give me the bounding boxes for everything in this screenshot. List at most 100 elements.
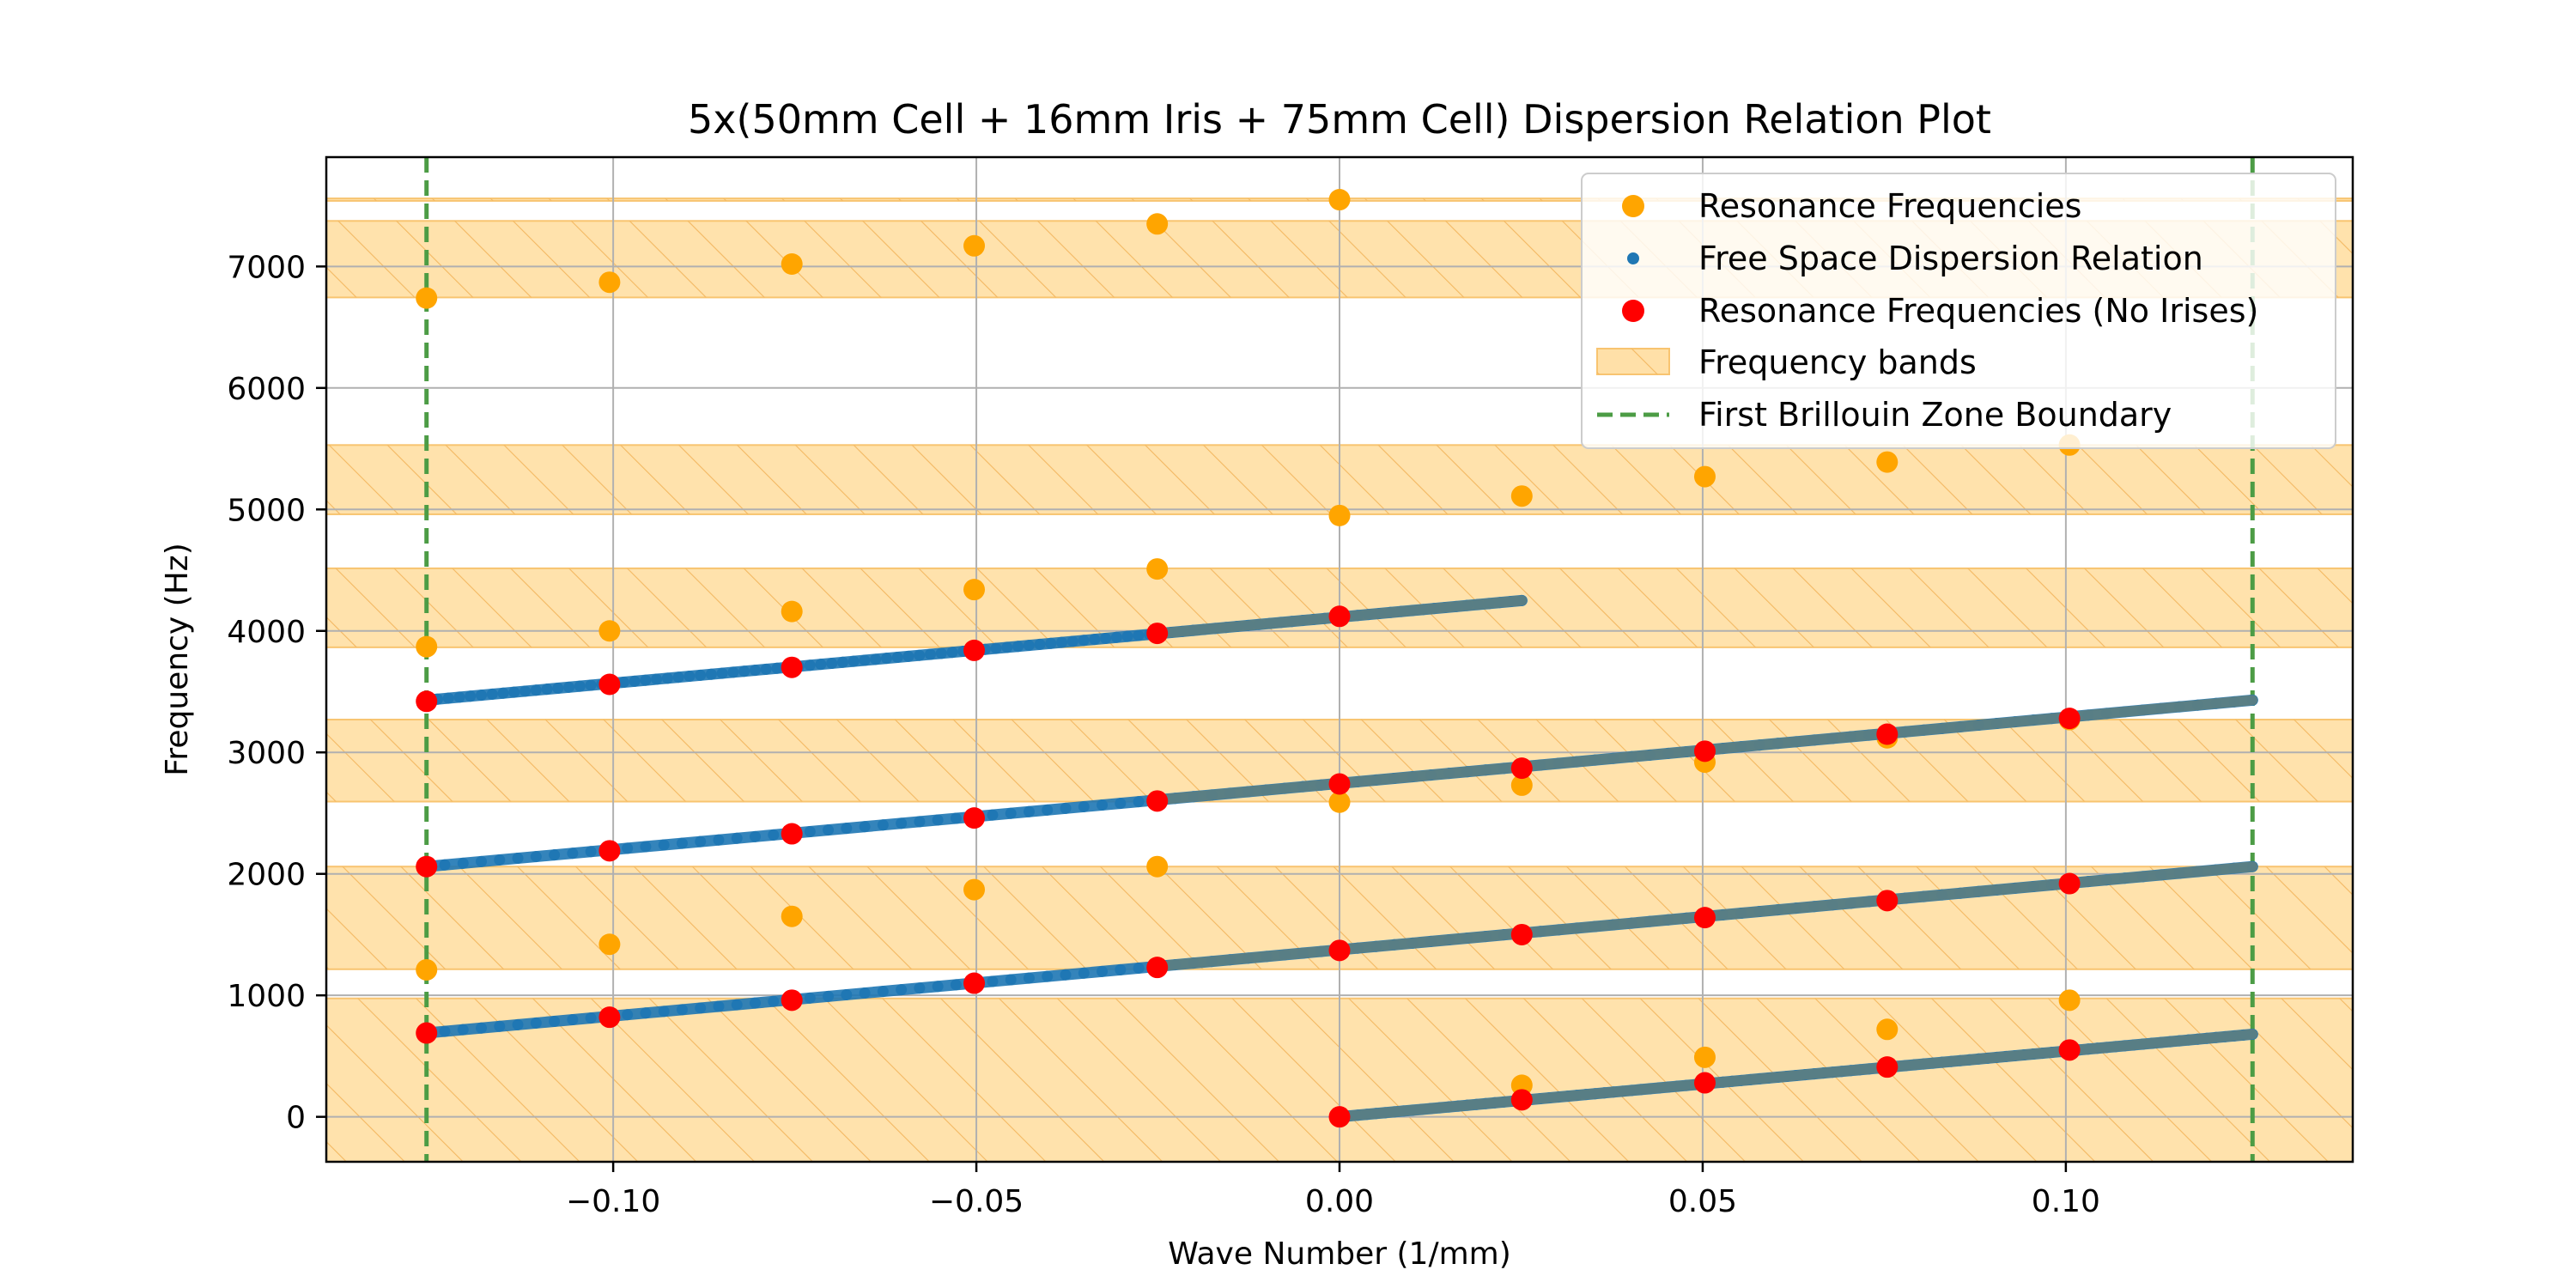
free-space-point xyxy=(658,839,670,851)
free-space-point xyxy=(622,842,634,854)
free-space-point xyxy=(1060,802,1072,814)
resonance-point-5 xyxy=(1328,189,1351,211)
free-space-point xyxy=(1023,640,1035,652)
no-iris-point-18 xyxy=(781,989,803,1012)
free-space-point xyxy=(914,982,926,994)
free-space-point xyxy=(896,984,908,996)
free-space-point xyxy=(1115,798,1127,810)
y-axis-ticks: 0 1000 2000 3000 4000 5000 6000 7000 xyxy=(227,250,326,1136)
free-space-point xyxy=(877,819,889,831)
free-space-point xyxy=(713,834,725,846)
free-space-point xyxy=(585,846,597,858)
no-iris-point-8 xyxy=(781,823,803,845)
free-space-point xyxy=(924,648,936,660)
no-iris-point-29 xyxy=(1876,1056,1899,1078)
free-space-point xyxy=(932,981,944,993)
x-tick-label-1: −0.05 xyxy=(929,1184,1024,1219)
free-space-point xyxy=(1100,632,1112,644)
no-iris-point-11 xyxy=(1328,773,1351,795)
resonance-point-22 xyxy=(598,933,621,956)
legend-marker-no-irises xyxy=(1622,300,1644,322)
no-iris-point-6 xyxy=(416,855,438,878)
free-space-point xyxy=(640,841,652,853)
free-space-point xyxy=(494,1020,506,1032)
free-space-point xyxy=(519,685,532,697)
free-space-point xyxy=(713,1000,725,1012)
free-space-point xyxy=(1121,630,1133,642)
no-iris-point-22 xyxy=(1510,923,1533,945)
free-space-point xyxy=(891,652,903,664)
x-tick-label-2: 0.00 xyxy=(1305,1184,1374,1219)
free-space-point xyxy=(552,682,564,694)
free-space-point xyxy=(629,675,641,687)
free-space-point xyxy=(672,671,684,683)
free-space-point xyxy=(749,665,761,677)
no-iris-point-12 xyxy=(1510,757,1533,780)
free-space-point xyxy=(1133,629,1145,641)
chart-title: 5x(50mm Cell + 16mm Iris + 75mm Cell) Di… xyxy=(688,96,1991,143)
free-space-point xyxy=(750,830,762,842)
y-tick-label-4: 4000 xyxy=(227,615,306,650)
resonance-point-12 xyxy=(1510,485,1533,507)
no-iris-point-20 xyxy=(1146,957,1169,979)
free-space-point xyxy=(439,859,451,871)
free-space-point xyxy=(1097,799,1109,811)
no-iris-point-16 xyxy=(416,1022,438,1044)
no-iris-point-10 xyxy=(1146,790,1169,812)
free-space-point xyxy=(442,692,454,704)
no-iris-point-7 xyxy=(598,840,621,862)
free-space-point xyxy=(1078,635,1090,647)
free-space-point xyxy=(815,659,827,671)
resonance-point-21 xyxy=(416,958,438,981)
resonance-point-17 xyxy=(1510,774,1533,796)
free-space-point xyxy=(1005,807,1017,819)
free-space-point xyxy=(841,823,853,835)
resonance-point-3 xyxy=(963,234,986,257)
free-space-point xyxy=(935,647,947,659)
x-tick-label-0: −0.10 xyxy=(566,1184,660,1219)
no-iris-point-3 xyxy=(963,639,986,661)
free-space-point xyxy=(731,999,743,1011)
free-space-point xyxy=(804,992,816,1004)
free-space-point xyxy=(658,1005,670,1018)
free-space-point xyxy=(640,1007,652,1019)
free-space-point xyxy=(946,647,958,659)
y-tick-label-7: 7000 xyxy=(227,250,306,285)
free-space-point xyxy=(676,837,688,849)
free-space-point xyxy=(457,1024,469,1036)
legend-marker-free-space xyxy=(1627,252,1639,264)
no-iris-resonance-points xyxy=(416,605,2081,1128)
free-space-point xyxy=(1056,636,1068,648)
resonance-point-14 xyxy=(1876,451,1899,473)
free-space-point xyxy=(512,853,524,865)
resonance-point-28 xyxy=(1876,1018,1899,1041)
free-space-point xyxy=(1023,805,1035,817)
resonance-point-25 xyxy=(1146,855,1169,878)
free-space-point xyxy=(826,657,838,669)
free-space-point xyxy=(567,848,579,860)
free-space-point xyxy=(987,975,999,987)
resonance-point-13 xyxy=(1693,465,1716,488)
no-iris-point-28 xyxy=(1693,1072,1716,1094)
free-space-point xyxy=(768,829,780,841)
no-iris-point-5 xyxy=(1328,605,1351,628)
resonance-point-10 xyxy=(1146,558,1169,580)
free-space-point xyxy=(549,1015,561,1027)
free-space-point xyxy=(1045,637,1057,649)
no-iris-point-21 xyxy=(1328,939,1351,962)
no-iris-point-4 xyxy=(1146,623,1169,645)
y-tick-label-2: 2000 xyxy=(227,858,306,893)
free-space-point xyxy=(1042,804,1054,816)
free-space-point xyxy=(1060,969,1072,981)
free-space-point xyxy=(1066,635,1078,647)
free-space-point xyxy=(476,690,488,702)
no-iris-point-0 xyxy=(416,690,438,713)
free-space-point xyxy=(530,684,542,696)
x-tick-label-4: 0.10 xyxy=(2032,1184,2100,1219)
no-iris-point-26 xyxy=(1328,1106,1351,1128)
resonance-point-0 xyxy=(416,287,438,309)
free-space-point xyxy=(1078,800,1090,812)
free-space-point xyxy=(1133,962,1145,974)
no-iris-point-19 xyxy=(963,972,986,994)
x-tick-label-3: 0.05 xyxy=(1668,1184,1737,1219)
